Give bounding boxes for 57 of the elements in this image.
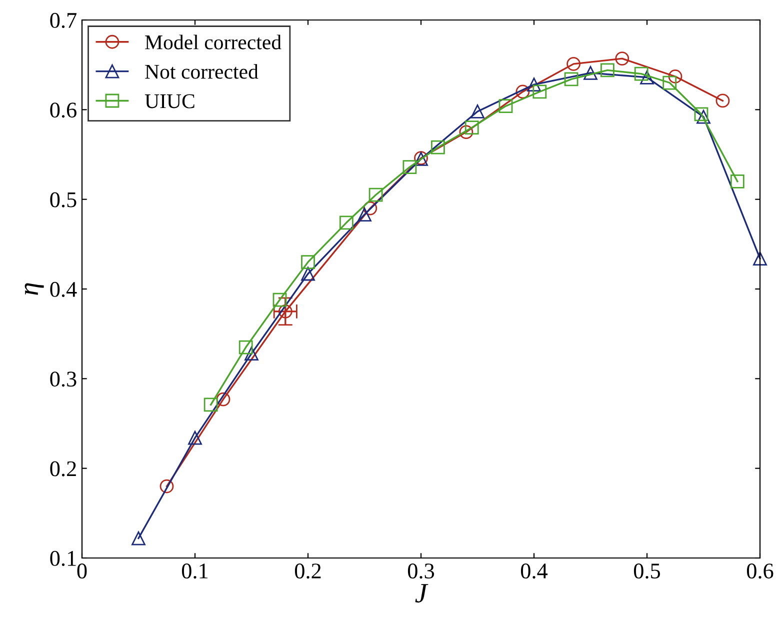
y-tick-label: 0.6 (50, 102, 76, 118)
point (584, 66, 598, 80)
point (696, 110, 710, 124)
point (498, 99, 513, 114)
point (358, 208, 372, 222)
point (244, 346, 258, 361)
point (402, 160, 417, 174)
x-tick-label: 0.2 (294, 564, 321, 579)
point (532, 84, 547, 99)
x-tick-label: 0.6 (746, 564, 774, 579)
y-tick-label: 0.4 (50, 282, 77, 298)
point (204, 398, 218, 412)
point (564, 72, 578, 86)
point (716, 94, 730, 108)
legend-label: Not corrected (145, 64, 258, 79)
point (516, 84, 530, 99)
point (363, 201, 378, 216)
point (470, 104, 484, 118)
point (694, 107, 708, 122)
point (431, 140, 445, 154)
x-tick-label: 0 (77, 564, 87, 578)
x-axis-title: J (415, 584, 428, 603)
point (753, 252, 767, 266)
y-tick-label: 0.5 (50, 192, 76, 208)
point (566, 56, 580, 71)
point (668, 70, 682, 84)
point (278, 304, 292, 318)
y-tick-label: 0.3 (50, 372, 76, 387)
point (640, 70, 654, 84)
point (339, 216, 354, 230)
point (634, 66, 648, 81)
point (464, 120, 479, 135)
x-tick-label: 0.4 (520, 564, 548, 579)
legend-label: Model corrected (145, 34, 282, 50)
point (132, 531, 146, 546)
point (615, 52, 630, 66)
point (272, 292, 287, 307)
y-axis-title: η (24, 283, 44, 295)
point (301, 255, 315, 270)
point (160, 479, 174, 494)
point (188, 430, 202, 445)
y-tick-label: 0.2 (50, 461, 76, 476)
y-tick-label: 0.1 (50, 550, 76, 566)
point (368, 188, 383, 202)
point (600, 63, 614, 78)
point (527, 78, 541, 92)
y-tick-label: 0.7 (50, 12, 76, 28)
x-tick-label: 0.1 (182, 564, 208, 579)
point (662, 76, 677, 90)
x-tick-label: 0.5 (634, 564, 660, 579)
point (730, 174, 744, 188)
point (459, 125, 474, 140)
legend-label: UIUC (144, 94, 194, 108)
point (301, 266, 315, 281)
x-tick-label: 0.3 (408, 564, 434, 579)
point (216, 392, 230, 406)
point (238, 340, 253, 354)
